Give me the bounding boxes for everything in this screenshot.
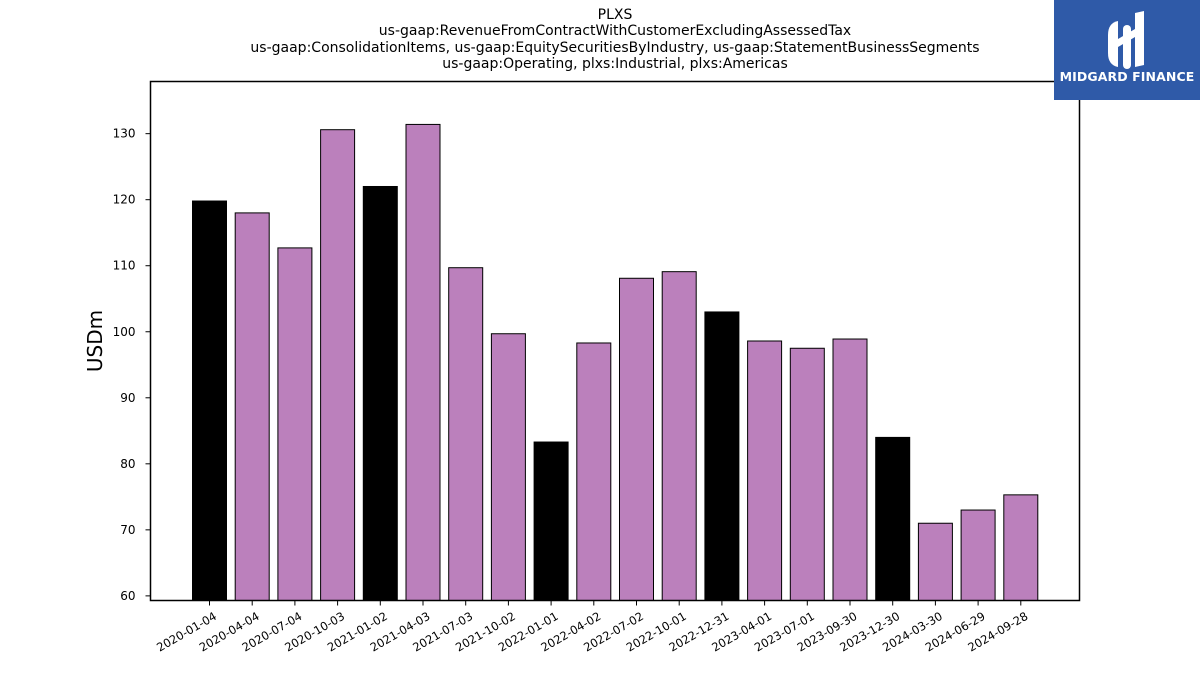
bar-2021-04-03 [405,123,441,601]
y-tick-label: 80 [120,457,135,471]
chart-title-line-ticker: PLXS [597,7,633,23]
bar-2022-10-01 [661,271,697,601]
bars-group [192,123,1039,602]
y-tick-label: 70 [120,523,135,537]
logo-mark-icon [1108,11,1144,69]
logo-text: MIDGARD FINANCE [1059,69,1195,84]
chart-title-line-axes: us-gaap:ConsolidationItems, us-gaap:Equi… [250,39,980,56]
bar-2024-09-28 [1003,494,1039,602]
midgard-finance-logo: MIDGARD FINANCE [1054,0,1200,100]
y-tick-label: 100 [113,325,136,339]
bar-2020-01-04 [192,200,227,602]
bar-2021-07-03 [448,267,484,601]
y-axis: 60 70 80 90 100 110 120 130 [113,127,151,603]
chart-title: PLXS us-gaap:RevenueFromContractWithCust… [150,7,1080,72]
x-axis: 2020-01-042020-04-042020-07-042020-10-03… [154,600,1030,655]
bar-2022-07-02 [619,277,654,601]
y-tick-label: 60 [120,589,135,603]
bar-2020-10-03 [320,129,356,601]
y-tick-label: 120 [113,193,136,207]
bar-2024-03-30 [917,522,953,601]
bar-2020-07-04 [277,247,313,601]
bar-2021-10-02 [490,333,526,601]
chart-title-line-members: us-gaap:Operating, plxs:Industrial, plxs… [442,55,788,72]
bar-2022-04-02 [576,342,612,601]
y-tick-label: 90 [120,391,135,405]
bar-2023-12-30 [875,436,911,601]
y-tick-label: 110 [113,259,136,273]
bar-2020-04-04 [234,212,270,601]
bar-2021-01-02 [362,185,398,602]
bar-2023-04-01 [747,340,783,601]
bar-2022-12-31 [704,311,740,601]
plot-frame [149,80,1081,602]
y-axis-label: USDm [83,310,107,372]
bar-2024-06-29 [960,509,996,602]
bar-2022-01-01 [533,441,569,601]
bar-2023-07-01 [789,347,825,602]
chart-title-line-concept: us-gaap:RevenueFromContractWithCustomerE… [378,23,852,40]
y-tick-label: 130 [113,127,136,141]
bar-2023-09-30 [832,338,868,601]
